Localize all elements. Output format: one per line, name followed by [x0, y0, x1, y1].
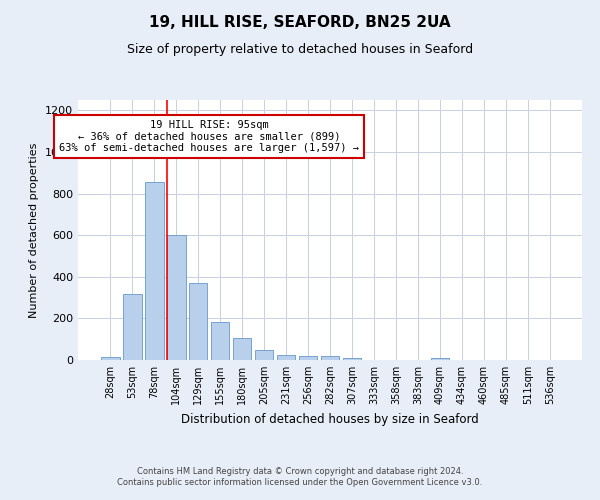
Bar — [277, 356, 295, 360]
Bar — [233, 338, 251, 360]
Bar — [255, 350, 274, 360]
Bar — [431, 358, 449, 360]
Bar — [299, 356, 317, 360]
Text: Size of property relative to detached houses in Seaford: Size of property relative to detached ho… — [127, 42, 473, 56]
Text: Contains HM Land Registry data © Crown copyright and database right 2024.: Contains HM Land Registry data © Crown c… — [137, 467, 463, 476]
Y-axis label: Number of detached properties: Number of detached properties — [29, 142, 40, 318]
Bar — [123, 294, 142, 360]
Text: 19, HILL RISE, SEAFORD, BN25 2UA: 19, HILL RISE, SEAFORD, BN25 2UA — [149, 15, 451, 30]
Bar — [343, 358, 361, 360]
Bar — [189, 283, 208, 360]
Text: 19 HILL RISE: 95sqm
← 36% of detached houses are smaller (899)
63% of semi-detac: 19 HILL RISE: 95sqm ← 36% of detached ho… — [59, 120, 359, 153]
Bar — [145, 182, 164, 360]
Bar — [167, 235, 185, 360]
X-axis label: Distribution of detached houses by size in Seaford: Distribution of detached houses by size … — [181, 412, 479, 426]
Bar — [320, 356, 340, 360]
Text: Contains public sector information licensed under the Open Government Licence v3: Contains public sector information licen… — [118, 478, 482, 487]
Bar — [101, 357, 119, 360]
Bar — [211, 322, 229, 360]
